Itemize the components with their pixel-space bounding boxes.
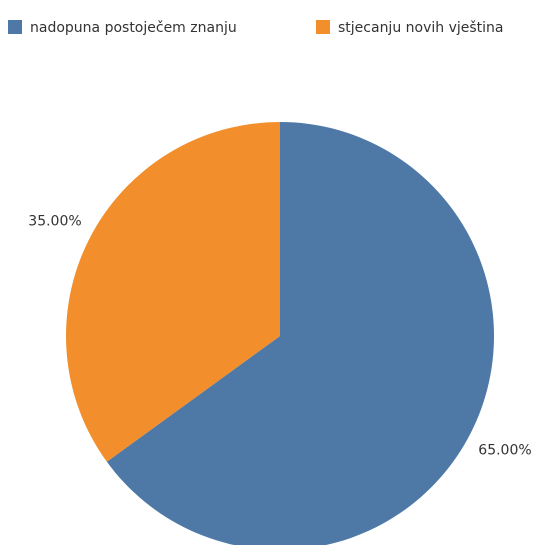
legend-swatch: [8, 20, 22, 34]
legend-label: stjecanju novih vještina: [338, 20, 504, 36]
pie-slice: [106, 122, 494, 545]
data-label: 35.00%: [28, 213, 81, 229]
legend-label: nadopuna postoječem znanju: [30, 20, 237, 36]
data-label: 65.00%: [478, 443, 531, 459]
pie-slice: [66, 122, 281, 462]
legend-swatch: [316, 20, 330, 34]
